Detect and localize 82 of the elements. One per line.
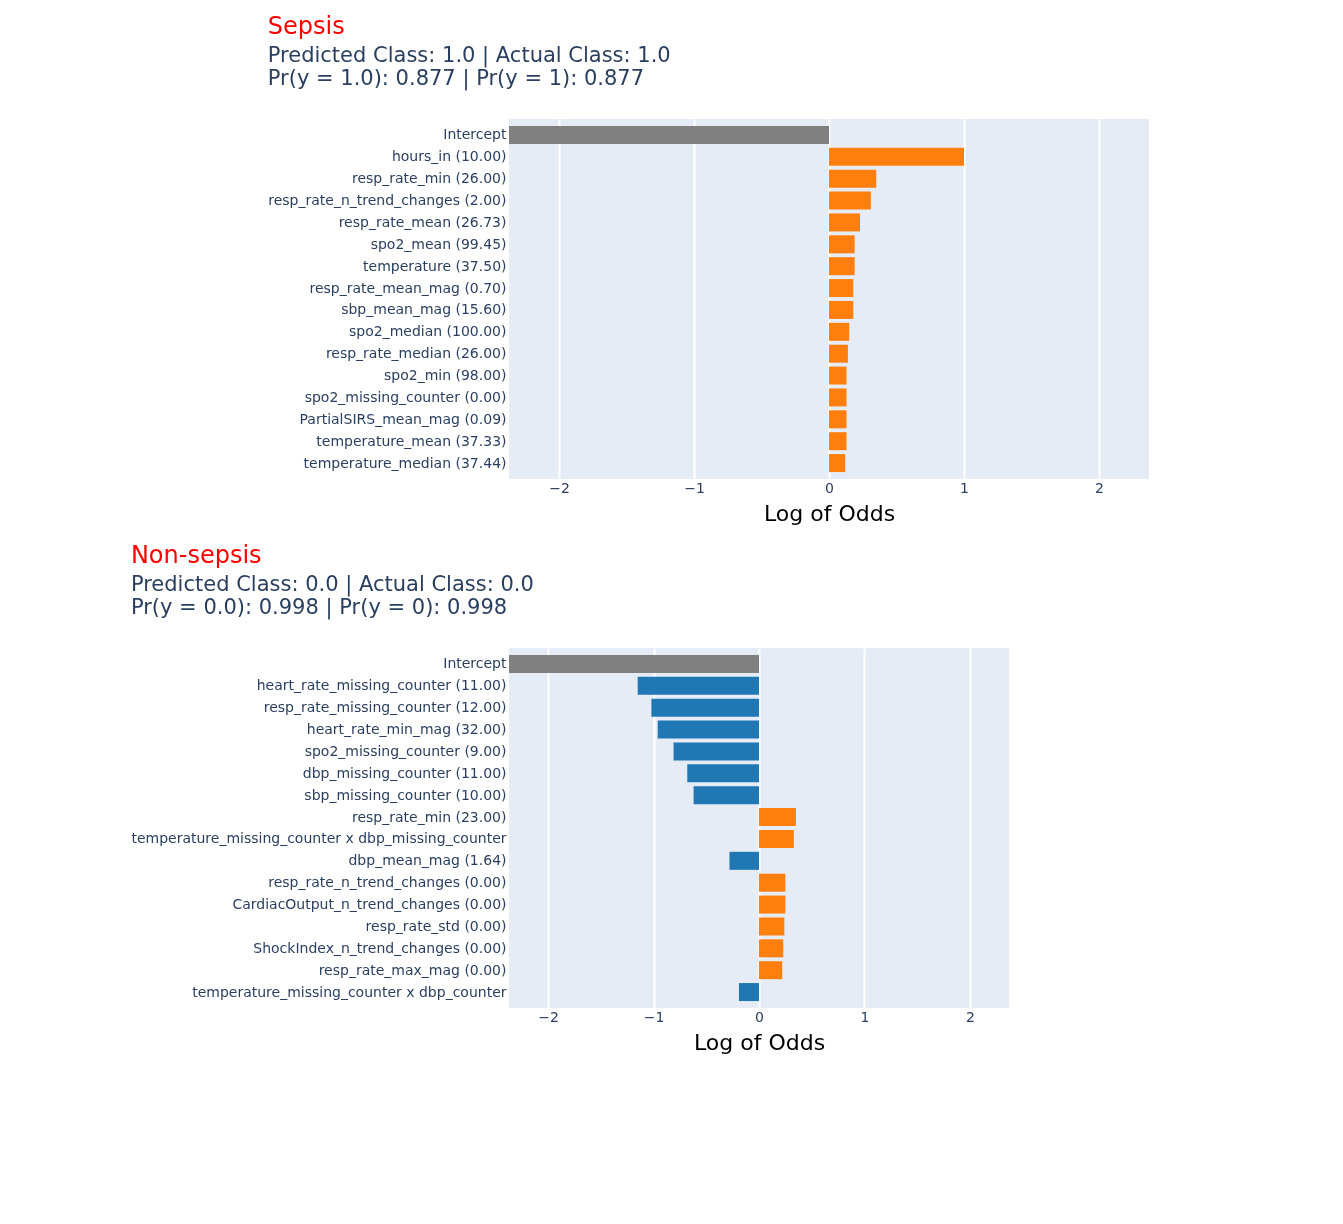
y-tick-label: resp_rate_n_trend_changes (0.00) <box>268 874 507 891</box>
y-tick-label: resp_rate_std (0.00) <box>365 917 507 934</box>
y-tick-label: sbp_mean_mag (15.60) <box>341 301 507 318</box>
text: Predicted Class: 0.0 | Actual Class: 0.0 <box>130 572 534 596</box>
y-tick-label: temperature_missing_counter x dbp_counter <box>192 983 507 1000</box>
y-tick-label: resp_rate_max_mag (0.00) <box>318 961 507 978</box>
y-tick-label: spo2_median (100.00) <box>349 323 507 340</box>
y-tick-label: temperature (37.50) <box>363 257 507 274</box>
bar <box>687 764 759 783</box>
bar <box>829 322 850 341</box>
x-tick-label: 2 <box>966 1008 975 1025</box>
bar <box>759 873 786 892</box>
bar <box>829 235 855 254</box>
bar <box>759 808 796 827</box>
bar <box>657 720 759 739</box>
bar <box>759 939 784 958</box>
x-tick-label: 0 <box>825 479 834 496</box>
bar <box>759 917 785 936</box>
bar <box>829 300 854 319</box>
bar <box>509 654 759 673</box>
y-tick-label: Intercept <box>443 655 507 672</box>
bar <box>759 829 794 848</box>
bar <box>829 366 847 385</box>
y-tick-label: spo2_mean (99.45) <box>370 235 507 252</box>
y-tick-label: resp_rate_median (26.00) <box>325 345 507 362</box>
x-tick-label: 2 <box>1095 479 1104 496</box>
y-tick-label: resp_rate_mean_mag (0.70) <box>309 279 507 296</box>
y-tick-label: ShockIndex_n_trend_changes (0.00) <box>253 939 507 956</box>
x-axis-title: Log of Odds <box>763 500 896 526</box>
y-tick-label: heart_rate_missing_counter (11.00) <box>256 677 507 694</box>
y-tick-label: dbp_mean_mag (1.64) <box>348 852 507 869</box>
bar <box>829 388 847 407</box>
bar <box>829 410 847 429</box>
y-tick-label: dbp_missing_counter (11.00) <box>302 764 507 781</box>
bar <box>651 698 759 717</box>
bar <box>829 432 847 451</box>
x-tick-label: 1 <box>960 479 969 496</box>
bar <box>829 191 871 210</box>
bar <box>829 213 861 232</box>
y-tick-label: resp_rate_mean (26.73) <box>338 213 507 230</box>
y-tick-label: hours_in (10.00) <box>391 148 507 165</box>
y-tick-label: resp_rate_n_trend_changes (2.00) <box>268 192 507 209</box>
text: Sepsis <box>267 12 345 40</box>
text: Pr(y = 1.0): 0.877 | Pr(y = 1): 0.877 <box>267 66 645 90</box>
y-tick-label: CardiacOutput_n_trend_changes (0.00) <box>232 896 507 913</box>
x-tick-label: 0 <box>755 1008 764 1025</box>
bar <box>829 169 877 188</box>
text: Pr(y = 0.0): 0.998 | Pr(y = 0): 0.998 <box>130 595 508 619</box>
y-tick-label: temperature_median (37.44) <box>303 454 507 471</box>
y-tick-label: spo2_missing_counter (0.00) <box>304 388 507 405</box>
x-tick-label: −2 <box>549 479 570 496</box>
x-tick-label: −1 <box>684 479 705 496</box>
bar <box>673 742 759 761</box>
text: Predicted Class: 1.0 | Actual Class: 1.0 <box>267 43 671 67</box>
y-tick-label: resp_rate_min (26.00) <box>351 170 507 187</box>
bar <box>829 257 855 276</box>
x-tick-label: 1 <box>860 1008 870 1025</box>
y-tick-label: sbp_missing_counter (10.00) <box>304 786 507 803</box>
bar <box>637 676 759 695</box>
y-tick-label: resp_rate_missing_counter (12.00) <box>263 699 507 716</box>
bar <box>829 279 854 298</box>
bar <box>829 344 848 363</box>
x-axis-title: Log of Odds <box>693 1029 826 1055</box>
y-tick-label: PartialSIRS_mean_mag (0.09) <box>299 410 507 427</box>
x-tick-label: −2 <box>538 1008 559 1025</box>
y-tick-label: resp_rate_min (23.00) <box>351 808 507 825</box>
text: Non-sepsis <box>130 541 262 569</box>
bar <box>738 983 759 1002</box>
bar <box>829 147 965 166</box>
bar <box>693 786 759 805</box>
x-tick-label: −1 <box>643 1008 665 1025</box>
bar <box>729 851 759 870</box>
y-tick-label: Intercept <box>443 126 507 143</box>
bar <box>759 895 786 914</box>
bar <box>509 125 829 144</box>
bar <box>829 454 846 473</box>
y-tick-label: heart_rate_min_mag (32.00) <box>306 721 507 738</box>
y-tick-label: spo2_min (98.00) <box>383 367 507 384</box>
bar <box>759 961 783 980</box>
y-tick-label: spo2_missing_counter (9.00) <box>304 742 507 759</box>
y-tick-label: temperature_mean (37.33) <box>316 432 507 449</box>
y-tick-label: temperature_missing_counter x dbp_missing_counter <box>131 830 507 847</box>
